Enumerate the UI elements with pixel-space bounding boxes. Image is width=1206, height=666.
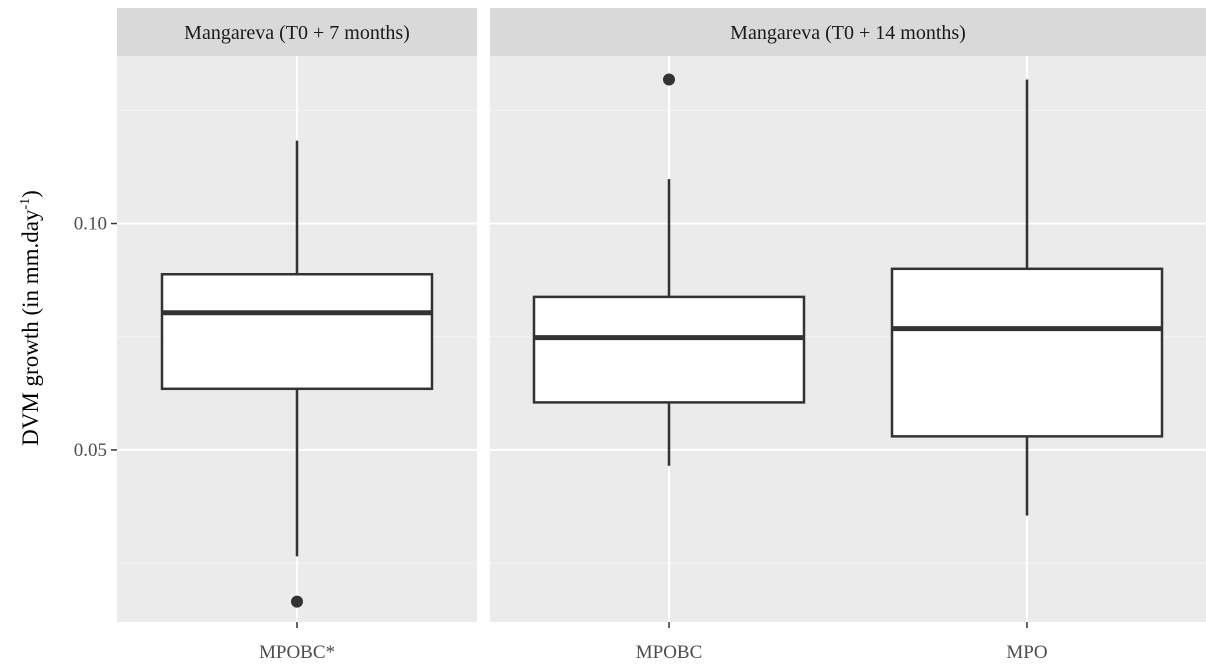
y-axis-label-suffix: ) xyxy=(18,190,43,198)
x-tick-label: MPO xyxy=(1006,642,1047,663)
box-iqr xyxy=(890,267,1164,438)
facet-strip xyxy=(117,8,477,56)
facet-strip-label: Mangareva (T0 + 14 months) xyxy=(730,22,966,44)
x-tick-label: MPOBC* xyxy=(259,642,335,663)
y-axis-title: DVM growth (in mm.day-1) xyxy=(18,190,43,446)
box-group: MPOBC xyxy=(532,56,806,663)
facet-strip-label: Mangareva (T0 + 7 months) xyxy=(184,22,410,44)
y-tick-label: 0.10 xyxy=(74,214,107,235)
y-axis: 0.05 0.10 xyxy=(74,214,117,461)
facet-panel: Mangareva (T0 + 14 months) MPOBC MPO xyxy=(490,8,1206,663)
outlier-point xyxy=(663,73,675,86)
facet-strip xyxy=(490,8,1206,56)
y-axis-label-superscript: -1 xyxy=(18,198,33,210)
y-axis-label: DVM growth (in mm.day xyxy=(18,209,43,446)
box-group: MPOBC* xyxy=(160,56,434,663)
outlier-point xyxy=(291,595,303,608)
box-group: MPO xyxy=(890,56,1164,663)
x-tick-label: MPOBC xyxy=(636,642,703,663)
box-iqr xyxy=(532,295,806,404)
facet-panel: Mangareva (T0 + 7 months) MPOBC* xyxy=(117,8,477,663)
box-iqr xyxy=(160,272,434,391)
y-tick-label: 0.05 xyxy=(74,440,107,461)
svg-text:DVM growth (in mm.day-1): DVM growth (in mm.day-1) xyxy=(18,190,43,446)
